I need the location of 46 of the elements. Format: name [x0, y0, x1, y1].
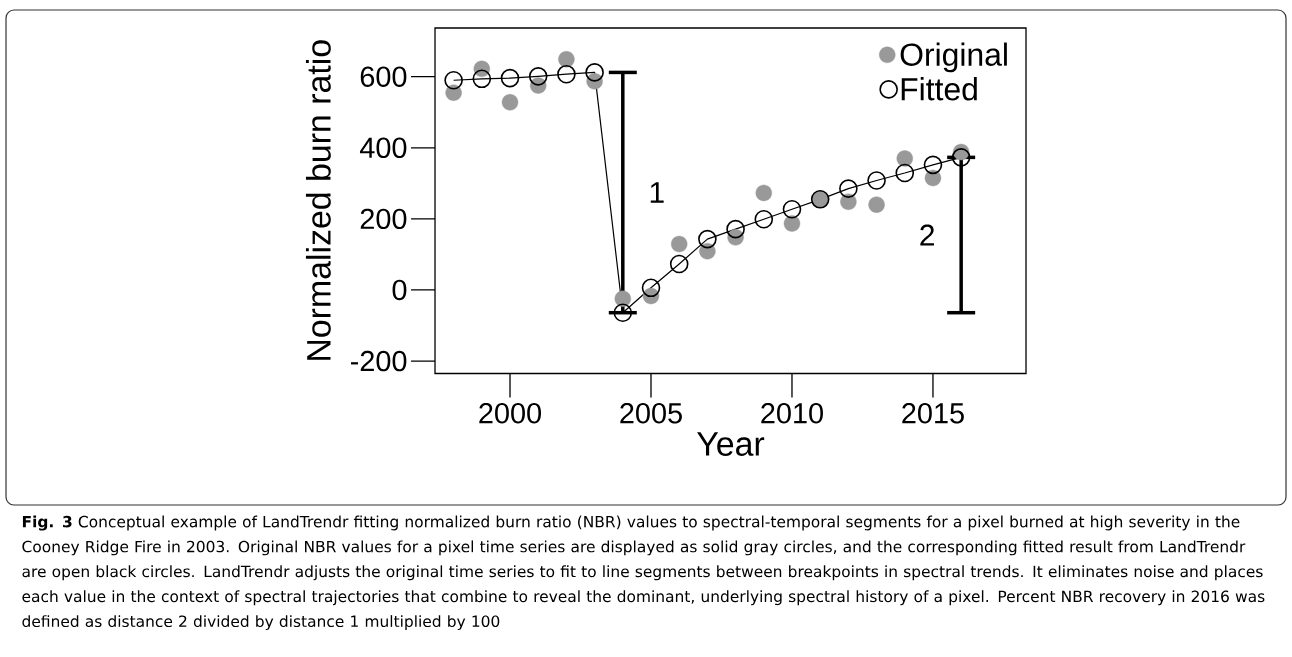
point	[613, 303, 633, 322]
point	[444, 70, 463, 90]
point	[472, 69, 492, 89]
point	[782, 199, 802, 219]
x-tick-label: 2015	[902, 403, 964, 424]
y-tick-label: -200	[350, 350, 407, 372]
y-tick-label: 400	[359, 137, 407, 158]
point	[557, 64, 576, 84]
point	[896, 150, 913, 167]
point	[895, 163, 915, 183]
point	[614, 290, 631, 308]
point	[867, 171, 886, 190]
y-tick-label: 200	[360, 208, 407, 230]
x-axis-title: Year	[697, 432, 765, 456]
y-tick-label: 600	[360, 66, 407, 87]
point	[951, 148, 971, 167]
legend-label: Fitted	[901, 77, 977, 101]
point	[755, 184, 772, 202]
point	[698, 229, 717, 249]
point	[839, 179, 858, 198]
text: Fig. 3 Conceptual example of LandTrendr fitting normalized burn ratio (NBR) values to spectral-temporal segments for a pixel burned at high severity in the Cooney Ridge Fire in 2003. Original NBR values for a pixel time series are displayed as solid gray circles, and the corresponding fitted result from LandTrendr are open black circles. LandTrendr adjusts the original time series to fit to line segments between breakpoints in spectral trends. It eliminates noise and places each value in the context of spectral trajectories that combine to reveal the dominant, underlying spectral history of a pixel. Percent NBR recovery in 2016 was defined as distance 2 divided by distance 1 multiplied by 100	[22, 515, 1265, 631]
point	[783, 215, 801, 232]
y-tick-label: 0	[392, 279, 407, 301]
point	[641, 278, 661, 298]
annotation: 2	[920, 224, 934, 246]
annotation: 1	[650, 182, 664, 203]
point	[501, 94, 519, 111]
point	[528, 67, 548, 86]
point	[726, 219, 745, 239]
point	[669, 254, 689, 274]
point	[699, 243, 716, 260]
point	[670, 235, 688, 253]
point	[445, 84, 462, 101]
point	[558, 51, 575, 68]
x-tick-label: 2000	[479, 403, 542, 424]
point	[585, 63, 604, 82]
legend-label: Original	[900, 42, 1007, 73]
point	[754, 209, 774, 229]
y-axis-title: Normalized burn ratio	[305, 40, 331, 360]
point	[868, 196, 885, 213]
point	[840, 193, 857, 210]
x-tick-label: 2005	[620, 403, 682, 424]
point	[500, 68, 520, 88]
point	[924, 169, 942, 187]
x-tick-label: 2010	[761, 403, 823, 424]
point	[923, 155, 943, 175]
